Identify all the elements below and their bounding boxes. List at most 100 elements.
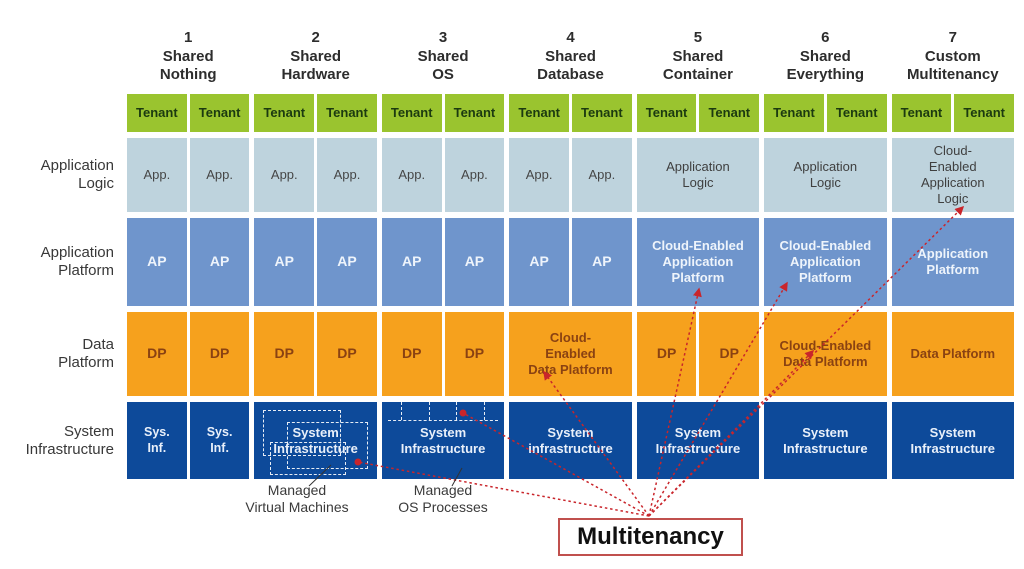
- cell-label: System Infrastructure: [400, 424, 486, 456]
- cell-label: Cloud-Enabled Data Platform: [779, 338, 872, 369]
- cell-data-platform-col4: Cloud- Enabled Data Platform: [509, 312, 632, 396]
- cell-tenant-col1-1: Tenant: [127, 94, 187, 132]
- virtual-machine-dashed-box: [270, 442, 346, 475]
- cell-app-platform-col6: Cloud-Enabled Application Platform: [764, 218, 887, 306]
- cellgroup-app-logic-col2: App. App.: [254, 138, 377, 212]
- column-name: Shared Container: [662, 47, 733, 84]
- cell-label: Tenant: [645, 105, 688, 121]
- cell-label: Tenant: [326, 105, 368, 121]
- cell-app-logic-col4-1: App.: [509, 138, 569, 212]
- cell-app-logic-col3-2: App.: [444, 138, 505, 212]
- cell-label: Tenant: [136, 105, 178, 121]
- cellgroup-tenant-col3: Tenant Tenant: [381, 94, 505, 132]
- column-header-4: 4 Shared Database: [509, 12, 631, 88]
- cell-app-logic-col2-1: App.: [254, 138, 315, 212]
- managed-os-processes-label: Managed OS Processes: [398, 482, 488, 515]
- row-label-application-platform: Application Platform: [40, 244, 114, 279]
- os-processes-dashed-lines: [387, 402, 499, 421]
- cell-label: Application Logic: [793, 159, 858, 190]
- column-header-7: 7 Custom Multitenancy: [892, 12, 1014, 88]
- cell-label: Tenant: [390, 105, 433, 121]
- cellgroup-app-platform-col3: AP AP: [381, 218, 505, 306]
- cell-label: AP: [464, 253, 485, 270]
- cellgroup-data-platform-col2: DP DP: [254, 312, 377, 396]
- cellgroup-tenant-col2: Tenant Tenant: [254, 94, 377, 132]
- virtual-machine-dashed-box: [262, 409, 341, 457]
- cell-app-platform-col4-1: AP: [509, 218, 569, 306]
- cell-app-logic-col6: Application Logic: [764, 138, 887, 212]
- cellgroup-app-platform-col4: AP AP: [509, 218, 632, 306]
- cellgroup-app-platform-col1: AP AP: [127, 218, 250, 306]
- cell-tenant-col5-2: Tenant: [699, 94, 760, 132]
- cellgroup-tenant-col5: Tenant Tenant: [636, 94, 760, 132]
- cell-label: DP: [401, 345, 422, 362]
- column-number: 1: [184, 28, 193, 46]
- cell-data-platform-col7: Data Platform: [891, 312, 1014, 396]
- cell-data-platform-col2-1: DP: [254, 312, 315, 396]
- cell-app-platform-col1-1: AP: [127, 218, 187, 306]
- column-name: Shared Database: [537, 47, 604, 84]
- cell-label: Cloud-Enabled Application Platform: [652, 238, 744, 285]
- cell-tenant-col4-1: Tenant: [509, 94, 569, 132]
- cell-data-platform-col1-2: DP: [189, 312, 250, 396]
- multitenancy-label: Multitenancy: [577, 523, 724, 550]
- cell-label: Tenant: [198, 105, 241, 121]
- cell-label: App.: [398, 167, 426, 183]
- column-header-5: 5 Shared Container: [637, 12, 759, 88]
- cell-sys-infra-col3: System Infrastructure: [381, 402, 505, 479]
- cellgroup-tenant-col7: Tenant Tenant: [891, 94, 1014, 132]
- cell-label: AP: [147, 253, 167, 270]
- cell-label: App.: [143, 167, 171, 183]
- cell-app-platform-col3-1: AP: [381, 218, 442, 306]
- cell-label: Sys. Inf.: [144, 425, 170, 455]
- cell-app-logic-col5: Application Logic: [636, 138, 760, 212]
- column-number: 7: [948, 28, 957, 46]
- cell-label: Sys. Inf.: [206, 425, 233, 455]
- cell-label: Application Platform: [917, 246, 989, 277]
- cellgroup-tenant-col1: Tenant Tenant: [127, 94, 250, 132]
- cell-label: Tenant: [708, 105, 751, 121]
- cell-label: DP: [719, 345, 739, 362]
- cell-tenant-col2-2: Tenant: [317, 94, 377, 132]
- cell-sys-infra-col5: System Infrastructure: [636, 402, 760, 479]
- column-name: Shared OS: [417, 47, 469, 84]
- cell-label: Tenant: [835, 105, 878, 121]
- cell-app-logic-col1-1: App.: [127, 138, 187, 212]
- cell-tenant-col2-1: Tenant: [254, 94, 315, 132]
- cell-data-platform-col2-2: DP: [317, 312, 377, 396]
- cell-label: AP: [337, 253, 357, 270]
- cell-label: Cloud-Enabled Application Platform: [779, 238, 872, 285]
- multitenancy-models-grid: Application Logic Application Platform Dat…: [4, 12, 1014, 479]
- column-number: 3: [438, 28, 448, 46]
- cell-label: System Infrastructure: [273, 424, 358, 456]
- cell-label: DP: [147, 345, 167, 362]
- cellgroup-app-platform-col2: AP AP: [254, 218, 377, 306]
- cell-label: DP: [209, 345, 230, 362]
- cellgroup-app-logic-col4: App. App.: [509, 138, 632, 212]
- column-name: Shared Nothing: [159, 47, 217, 84]
- cell-label: DP: [274, 345, 294, 362]
- cell-tenant-col6-1: Tenant: [764, 94, 824, 132]
- column-header-3: 3 Shared OS: [382, 12, 504, 88]
- cell-data-platform-col3-2: DP: [444, 312, 505, 396]
- cell-sys-infra-col2: System Infrastructure: [254, 402, 377, 479]
- cell-label: AP: [209, 253, 230, 270]
- cell-label: Tenant: [453, 105, 496, 121]
- cell-data-platform-col6: Cloud-Enabled Data Platform: [764, 312, 887, 396]
- cell-data-platform-col3-1: DP: [381, 312, 442, 396]
- cell-label: AP: [401, 253, 422, 270]
- cell-label: System Infrastructure: [783, 424, 868, 456]
- column-header-1: 1 Shared Nothing: [127, 12, 249, 88]
- cell-label: Tenant: [963, 105, 1005, 121]
- column-header-6: 6 Shared Everything: [764, 12, 886, 88]
- cell-label: Tenant: [581, 105, 623, 121]
- cell-label: App.: [588, 167, 616, 183]
- cellgroup-app-logic-col1: App. App.: [127, 138, 250, 212]
- cell-app-platform-col5: Cloud-Enabled Application Platform: [636, 218, 760, 306]
- cellgroup-app-logic-col3: App. App.: [381, 138, 505, 212]
- cell-sys-infra-col6: System Infrastructure: [764, 402, 887, 479]
- cell-label: Data Platform: [910, 346, 996, 362]
- cell-label: AP: [274, 253, 294, 270]
- managed-virtual-machines-label: Managed Virtual Machines: [245, 482, 349, 515]
- cell-app-platform-col3-2: AP: [444, 218, 505, 306]
